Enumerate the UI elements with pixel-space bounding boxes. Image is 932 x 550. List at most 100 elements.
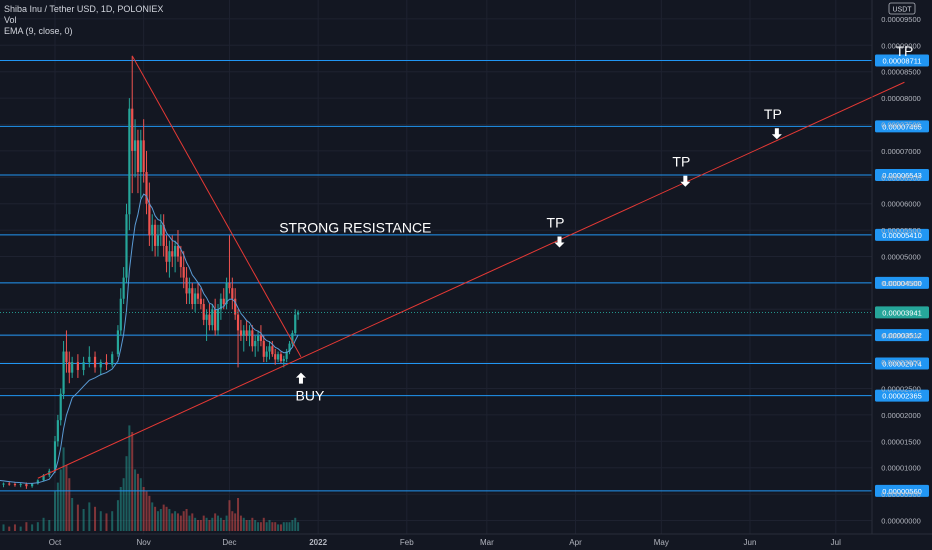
- volume-bar: [82, 509, 85, 531]
- y-tick-label: 0.00001500: [881, 437, 921, 446]
- volume-bar: [65, 465, 68, 531]
- x-tick-label: Oct: [49, 538, 62, 547]
- level-label-bg: [875, 484, 929, 497]
- candle-body: [82, 362, 85, 371]
- volume-bar: [279, 524, 282, 531]
- candle-body: [259, 335, 263, 341]
- volume-bar: [176, 513, 179, 531]
- level-label-bg: [875, 329, 929, 342]
- candle-body: [151, 224, 154, 236]
- y-tick-label: 0.00009000: [881, 41, 921, 50]
- volume-bar: [188, 515, 191, 531]
- candle-body: [62, 351, 65, 394]
- trend-lines[interactable]: [37, 55, 905, 479]
- volume-bar: [248, 520, 251, 531]
- candle-body: [236, 314, 240, 331]
- volume-bar: [282, 522, 285, 531]
- level-label: 0.00003512: [882, 331, 922, 340]
- candle-body: [168, 251, 171, 262]
- volume-bar: [76, 504, 79, 531]
- volume-bar: [285, 522, 288, 531]
- candle-body: [31, 483, 34, 487]
- x-tick-label: Feb: [400, 538, 414, 547]
- volume-bar: [291, 520, 294, 531]
- volume-bar: [211, 517, 214, 531]
- y-tick-label: 0.00001000: [881, 464, 921, 473]
- candle-body: [174, 245, 177, 257]
- volume-bar: [142, 487, 145, 531]
- y-tick-label: 0.00000500: [881, 490, 921, 499]
- candle-body: [282, 358, 285, 362]
- candle-body: [42, 475, 45, 481]
- volume-bar: [242, 517, 245, 531]
- candle-body: [297, 312, 300, 315]
- volume-bar: [94, 506, 97, 531]
- x-tick-label: 2022: [309, 538, 327, 547]
- candle-body: [25, 484, 28, 487]
- ema-line: [0, 193, 299, 484]
- volume-bar: [225, 515, 228, 531]
- candle-body: [136, 140, 140, 173]
- support-trend-line[interactable]: [37, 81, 905, 479]
- last-price-marker: 0.00003941: [0, 306, 929, 319]
- level-label: 0.00006543: [882, 171, 922, 180]
- level-label: 0.00005410: [882, 231, 922, 240]
- downtrend-trend-line[interactable]: [131, 55, 302, 358]
- volume-bar: [148, 495, 151, 531]
- ema-polyline: [0, 193, 299, 484]
- level-label: 0.00008711: [882, 57, 921, 66]
- arrow-down-icon: [554, 236, 565, 248]
- volume-bar: [136, 473, 139, 531]
- candle-body: [111, 354, 114, 365]
- volume-bar: [156, 511, 159, 531]
- symbol-title[interactable]: Shiba Inu / Tether USD, 1D, POLONIEX: [4, 4, 164, 14]
- resistance-annotation: STRONG RESISTANCE: [279, 220, 431, 236]
- candle-body: [36, 480, 39, 484]
- tp-annotation: TP: [895, 43, 913, 59]
- volume-bar: [234, 513, 237, 531]
- volume-bar: [36, 522, 39, 531]
- candle-body: [199, 298, 202, 305]
- time-axis[interactable]: Oct Nov Dec 2022 Feb Mar Apr May Jun Jul: [0, 533, 932, 547]
- candle-body: [216, 309, 220, 331]
- x-tick-label: Jun: [744, 538, 757, 547]
- chart-legend: Shiba Inu / Tether USD, 1D, POLONIEX Vol…: [4, 4, 163, 37]
- volume-bar: [274, 522, 277, 531]
- candle-body: [268, 346, 271, 352]
- price-axis[interactable]: 0.00009500 0.00009000 0.00008500 0.00008000…: [871, 0, 921, 534]
- candle-body: [142, 140, 145, 173]
- ema-indicator-label[interactable]: EMA (9, close, 0): [4, 26, 73, 36]
- horizontal-levels[interactable]: 0.00008711 0.00007465 0.00006543 0.00005410…: [0, 54, 929, 497]
- volume-bar: [25, 522, 28, 531]
- candle-body: [162, 224, 165, 246]
- candle-body: [245, 330, 248, 336]
- level-label-bg: [875, 276, 929, 289]
- volume-bar: [288, 522, 291, 531]
- candlesticks: [2, 55, 300, 489]
- candle-body: [145, 172, 148, 204]
- volume-bar: [171, 513, 174, 531]
- candle-body: [19, 484, 22, 486]
- volume-bar: [42, 517, 45, 531]
- candle-body: [271, 346, 274, 355]
- candle-body: [53, 441, 57, 471]
- volume-bar: [168, 509, 171, 531]
- x-tick-label: Apr: [569, 538, 582, 547]
- level-label-bg: [875, 389, 929, 402]
- volume-bar: [214, 513, 217, 531]
- volume-bar: [128, 425, 131, 531]
- volume-bar: [217, 515, 220, 531]
- volume-bar: [185, 509, 188, 531]
- y-tick-label: 0.00007500: [881, 121, 921, 130]
- volume-indicator-label[interactable]: Vol: [4, 15, 17, 25]
- candle-body: [133, 140, 137, 151]
- last-price-label: 0.00003941: [882, 308, 922, 317]
- level-label: 0.00000560: [882, 487, 922, 496]
- y-tick-label: 0.00003000: [881, 358, 921, 367]
- candle-body: [196, 293, 200, 299]
- volume-bar: [13, 524, 16, 531]
- candle-body: [156, 235, 160, 246]
- annotations: TP TP TP TP STRONG RESISTANCE BUY: [279, 43, 913, 404]
- volume-bar: [131, 432, 134, 531]
